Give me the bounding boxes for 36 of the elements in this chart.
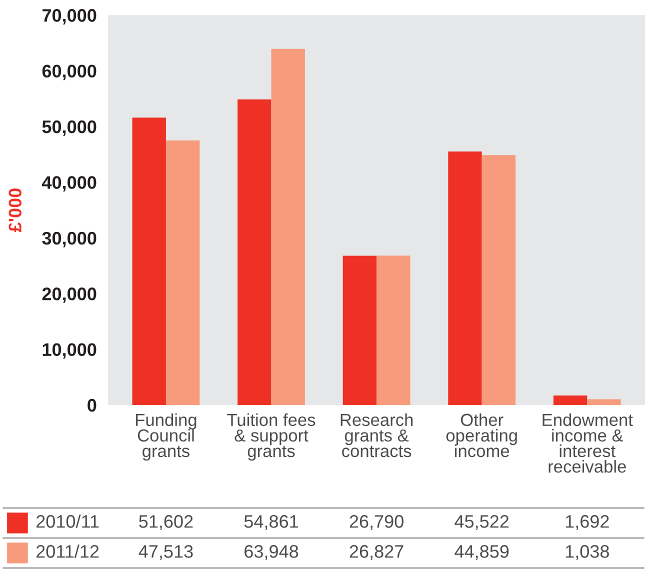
legend-label: 2010/11 xyxy=(36,514,99,528)
x-tick-label: Tuition fees & support grants xyxy=(227,413,316,461)
bar xyxy=(166,140,200,405)
data-label: 26,790 xyxy=(350,515,404,530)
bar xyxy=(376,256,410,405)
y-tick-label: 20,000 xyxy=(42,288,96,303)
data-label: 54,861 xyxy=(244,515,298,530)
data-label: 1,692 xyxy=(566,515,609,530)
y-axis-title: £'000 xyxy=(8,188,22,232)
bar xyxy=(587,399,621,405)
bar xyxy=(132,118,166,405)
x-tick-label: Other operating income xyxy=(446,413,517,458)
data-label: 45,522 xyxy=(454,515,509,530)
data-label: 51,602 xyxy=(139,515,193,530)
data-label: 44,859 xyxy=(454,545,509,560)
y-tick-label: 10,000 xyxy=(42,343,96,359)
bar xyxy=(448,151,482,405)
data-label: 26,827 xyxy=(350,545,404,560)
data-label: 47,513 xyxy=(138,545,193,560)
y-tick-label: 40,000 xyxy=(42,176,96,192)
bar xyxy=(238,99,272,405)
y-tick-label: 60,000 xyxy=(42,64,96,80)
legend-label: 2011/12 xyxy=(36,544,99,558)
bar xyxy=(553,396,588,405)
x-tick-label: Endowment income & interest receivable xyxy=(542,413,633,473)
bar xyxy=(271,48,305,405)
data-label: 63,948 xyxy=(244,545,298,560)
bar xyxy=(482,155,516,405)
x-tick-label: Funding Council grants xyxy=(136,413,196,461)
y-tick-label: 70,000 xyxy=(42,9,96,24)
bar xyxy=(342,256,377,405)
x-tick-label: Research grants & contracts xyxy=(340,413,413,458)
y-tick-label: 30,000 xyxy=(42,232,96,248)
data-label: 1,038 xyxy=(566,545,609,560)
y-tick-label: 0 xyxy=(88,398,96,412)
y-tick-label: 50,000 xyxy=(42,120,96,136)
